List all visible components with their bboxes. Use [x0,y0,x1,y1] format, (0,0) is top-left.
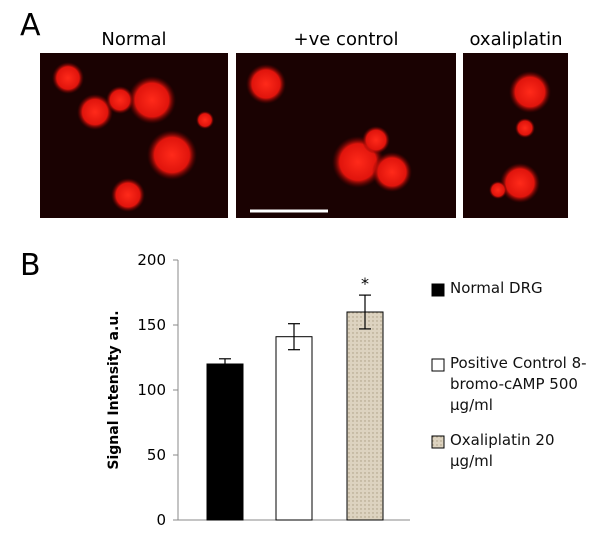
error-bar [288,323,300,351]
y-tick-label: 50 [147,446,166,464]
legend-swatch-texture [431,435,445,449]
annotation: * [361,274,369,293]
bar [275,336,313,521]
micrograph [236,53,456,218]
y-tick-label: 150 [137,316,166,334]
legend-entry: Normal DRG [450,279,543,297]
image-title: oxaliplatin [469,29,562,50]
legend-swatch [431,358,445,372]
image-title: Normal [101,29,166,50]
error-bar [359,294,371,330]
panel-label: A [20,8,41,43]
bar-texture [346,311,384,521]
legend-swatch [431,283,445,297]
legend-entry: Oxaliplatin 20 µg/ml [450,431,555,470]
error-bar [219,358,231,370]
y-tick-label: 100 [137,381,166,399]
image-title: +ve control [294,29,399,50]
legend-entry: Positive Control 8-bromo-cAMP 500 µg/ml [450,354,587,414]
y-tick-label: 0 [156,511,166,529]
micrograph [463,53,568,218]
y-axis-label: Signal Intensity a.u. [106,310,122,469]
panel-label: B [20,248,41,283]
bar [206,363,244,521]
micrograph [40,53,228,218]
y-tick-label: 200 [137,251,166,269]
